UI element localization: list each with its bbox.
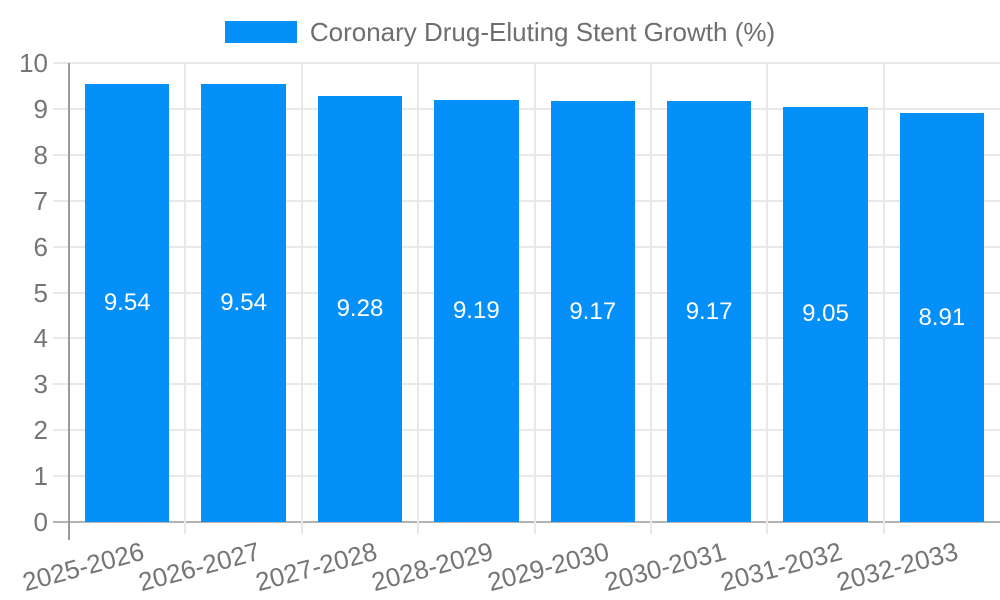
bar[interactable] bbox=[201, 84, 286, 522]
gridline-vertical bbox=[300, 63, 303, 534]
y-tick-label: 0 bbox=[33, 507, 48, 537]
x-tick-label: 2025-2026 bbox=[19, 536, 147, 598]
bar[interactable] bbox=[666, 101, 752, 522]
gridline-horizontal bbox=[53, 337, 1000, 340]
gridline-horizontal bbox=[53, 383, 1000, 386]
x-tick-label: 2032-2033 bbox=[833, 536, 962, 598]
gridline-vertical bbox=[649, 63, 652, 534]
gridline-horizontal bbox=[53, 429, 1000, 432]
gridline-vertical bbox=[882, 63, 885, 534]
bar[interactable] bbox=[317, 96, 403, 522]
bar-value-label: 9.19 bbox=[452, 297, 500, 325]
gridline-horizontal bbox=[53, 153, 1000, 156]
x-tick-label: 2031-2032 bbox=[717, 536, 846, 598]
gridline-vertical bbox=[533, 63, 536, 534]
y-tick-label: 1 bbox=[33, 461, 48, 492]
bar[interactable] bbox=[899, 113, 984, 522]
bar[interactable] bbox=[550, 101, 635, 522]
bar-value-label: 9.05 bbox=[802, 300, 849, 328]
y-tick-label: 3 bbox=[33, 369, 48, 400]
x-axis-baseline bbox=[53, 521, 1000, 523]
x-tick-label: 2029-2030 bbox=[484, 536, 613, 598]
bar[interactable] bbox=[783, 106, 868, 522]
gridline-horizontal bbox=[53, 245, 1000, 248]
y-tick-label: 8 bbox=[33, 139, 48, 170]
y-tick-label: 5 bbox=[33, 277, 48, 308]
gridline-horizontal bbox=[53, 107, 1000, 110]
y-tick-label: 7 bbox=[33, 185, 48, 216]
chart-legend[interactable]: Coronary Drug-Eluting Stent Growth (%) bbox=[0, 17, 1000, 47]
bar-value-label: 9.54 bbox=[220, 289, 267, 317]
y-tick-label: 10 bbox=[19, 48, 48, 78]
y-tick-label: 9 bbox=[33, 93, 48, 124]
gridline-horizontal bbox=[53, 199, 1000, 202]
y-tick-label: 2 bbox=[33, 415, 48, 446]
bar-value-label: 9.17 bbox=[569, 297, 617, 325]
legend-label: Coronary Drug-Eluting Stent Growth (%) bbox=[309, 17, 776, 47]
gridline-vertical bbox=[766, 63, 769, 534]
bar-value-label: 9.54 bbox=[103, 289, 151, 317]
x-tick-label: 2027-2028 bbox=[251, 536, 380, 598]
y-tick-label: 6 bbox=[33, 231, 48, 262]
bar-value-label: 8.91 bbox=[918, 303, 966, 331]
bar-value-label: 9.17 bbox=[685, 297, 733, 325]
y-axis-line bbox=[68, 63, 70, 540]
gridline-vertical bbox=[417, 63, 420, 534]
y-tick-label: 4 bbox=[33, 323, 48, 354]
bar[interactable] bbox=[85, 84, 170, 522]
x-tick-label: 2030-2031 bbox=[600, 536, 729, 598]
bar-value-label: 9.28 bbox=[336, 295, 384, 323]
gridline-vertical bbox=[184, 63, 187, 534]
x-tick-label: 2028-2029 bbox=[368, 536, 497, 598]
x-tick-label: 2026-2027 bbox=[135, 536, 264, 598]
legend-swatch bbox=[224, 21, 297, 43]
gridline-horizontal bbox=[53, 291, 1000, 294]
gridline-horizontal bbox=[53, 62, 1000, 64]
gridline-horizontal bbox=[53, 475, 1000, 478]
bar[interactable] bbox=[434, 100, 519, 522]
